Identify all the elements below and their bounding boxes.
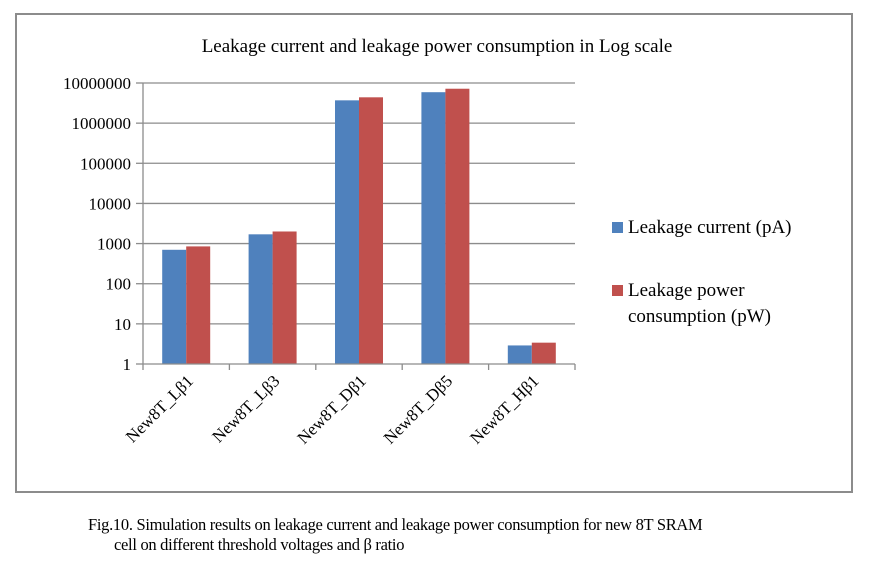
y-tick-label: 1000000 [72, 114, 132, 133]
bar-leakage-current [335, 100, 359, 364]
legend-label-leakage-current: Leakage current (pA) [628, 217, 792, 238]
y-tick-label: 10000 [89, 194, 132, 213]
x-tick-label: New8T_Hβ1 [466, 371, 542, 447]
x-tick-label: New8T_Dβ5 [380, 371, 456, 447]
legend: Leakage current (pA) Leakage power consump… [612, 217, 792, 327]
bars [162, 88, 556, 364]
bar-leakage-current [421, 92, 446, 364]
legend-label-leakage-power-line2: consumption (pW) [628, 306, 771, 327]
caption-line-2: cell on different threshold voltages and… [114, 535, 405, 554]
bar-leakage-power [186, 246, 211, 364]
x-axis-labels: New8T_Lβ1 New8T_Lβ3 New8T_Dβ1 New8T_Dβ5 New8… [122, 371, 543, 447]
chart-frame: Leakage current and leakage power consum… [15, 13, 853, 493]
x-axis [142, 83, 576, 370]
bar-leakage-power [359, 97, 383, 364]
bar-leakage-current [162, 249, 187, 364]
x-tick-label: New8T_Lβ3 [208, 371, 283, 446]
bar-leakage-power [531, 342, 556, 364]
bar-leakage-power [445, 88, 470, 364]
bar-leakage-power [272, 231, 297, 364]
figure-caption: Fig.10. Simulation results on leakage cu… [88, 515, 868, 555]
y-tick-label: 1 [123, 355, 132, 374]
legend-swatch-leakage-power [612, 285, 623, 296]
y-axis-ticks: 1 10 100 1000 10000 100000 1000000 10000000 [63, 74, 143, 374]
y-tick-label: 100000 [80, 154, 131, 173]
y-tick-label: 100 [106, 275, 132, 294]
chart-title: Leakage current and leakage power consum… [202, 36, 673, 57]
y-tick-label: 10 [114, 315, 131, 334]
chart: Leakage current and leakage power consum… [63, 36, 792, 448]
y-tick-label: 1000 [97, 235, 131, 254]
x-tick-label: New8T_Lβ1 [122, 371, 197, 446]
x-tick-label: New8T_Dβ1 [294, 371, 370, 447]
bar-leakage-current [507, 345, 532, 364]
legend-label-leakage-power: Leakage power [628, 280, 745, 301]
y-tick-label: 10000000 [63, 74, 131, 93]
legend-swatch-leakage-current [612, 222, 623, 233]
caption-line-1: Fig.10. Simulation results on leakage cu… [88, 515, 703, 534]
bar-leakage-current [248, 234, 273, 364]
